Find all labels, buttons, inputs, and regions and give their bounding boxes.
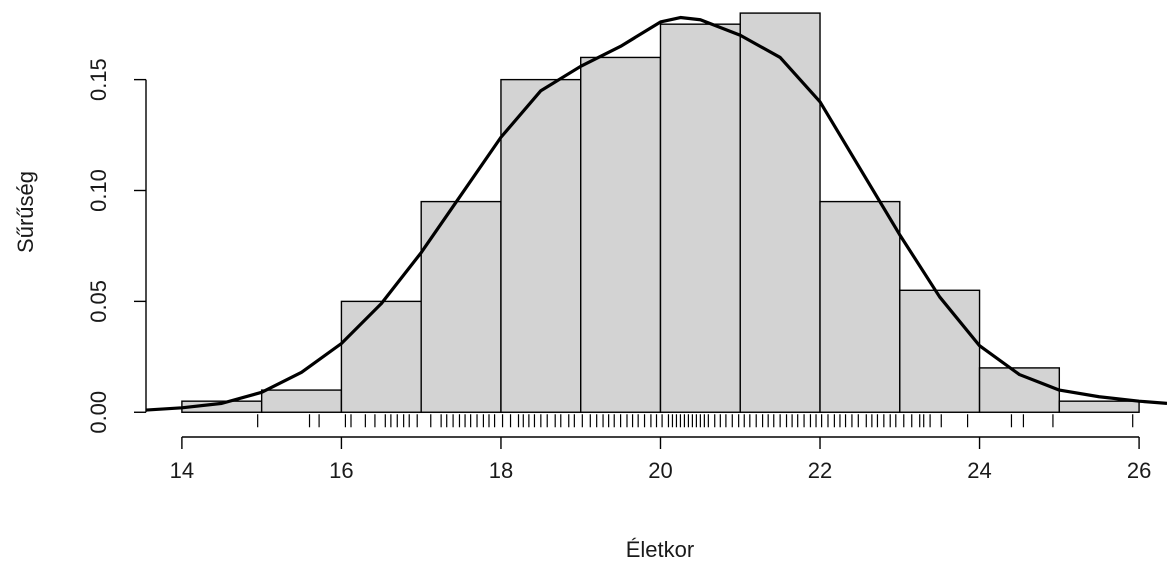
x-tick-label: 22 <box>808 458 832 483</box>
histogram-bar-4 <box>500 78 582 413</box>
histogram-bar-11 <box>1058 400 1140 413</box>
x-tick-label: 18 <box>489 458 513 483</box>
histogram-bar-8 <box>819 200 901 413</box>
y-axis: 0.00 0.05 0.10 0.15 <box>86 58 147 434</box>
histogram-bars <box>181 12 1140 413</box>
histogram-bar-5 <box>580 56 662 413</box>
density-curve <box>145 15 1167 412</box>
x-tick-label: 14 <box>170 458 194 483</box>
x-tick-label: 20 <box>648 458 672 483</box>
x-tick-label: 16 <box>329 458 353 483</box>
x-tick-label: 26 <box>1127 458 1151 483</box>
y-tick-label: 0.10 <box>86 169 111 212</box>
x-axis: 14 16 18 20 22 24 26 <box>170 436 1151 483</box>
histogram-bar-7 <box>739 12 821 413</box>
y-tick-label: 0.00 <box>86 391 111 434</box>
y-tick-label: 0.05 <box>86 280 111 323</box>
histogram-bar-2 <box>340 300 422 413</box>
x-tick-label: 24 <box>967 458 991 483</box>
histogram-bar-1 <box>260 389 343 413</box>
histogram-bar-9 <box>899 289 981 413</box>
x-axis-title: Életkor <box>626 537 694 562</box>
y-tick-label: 0.15 <box>86 58 111 101</box>
y-axis-title: Sűrűség <box>13 171 38 253</box>
rug-marks <box>257 414 1134 428</box>
histogram-bar-6 <box>659 23 741 413</box>
